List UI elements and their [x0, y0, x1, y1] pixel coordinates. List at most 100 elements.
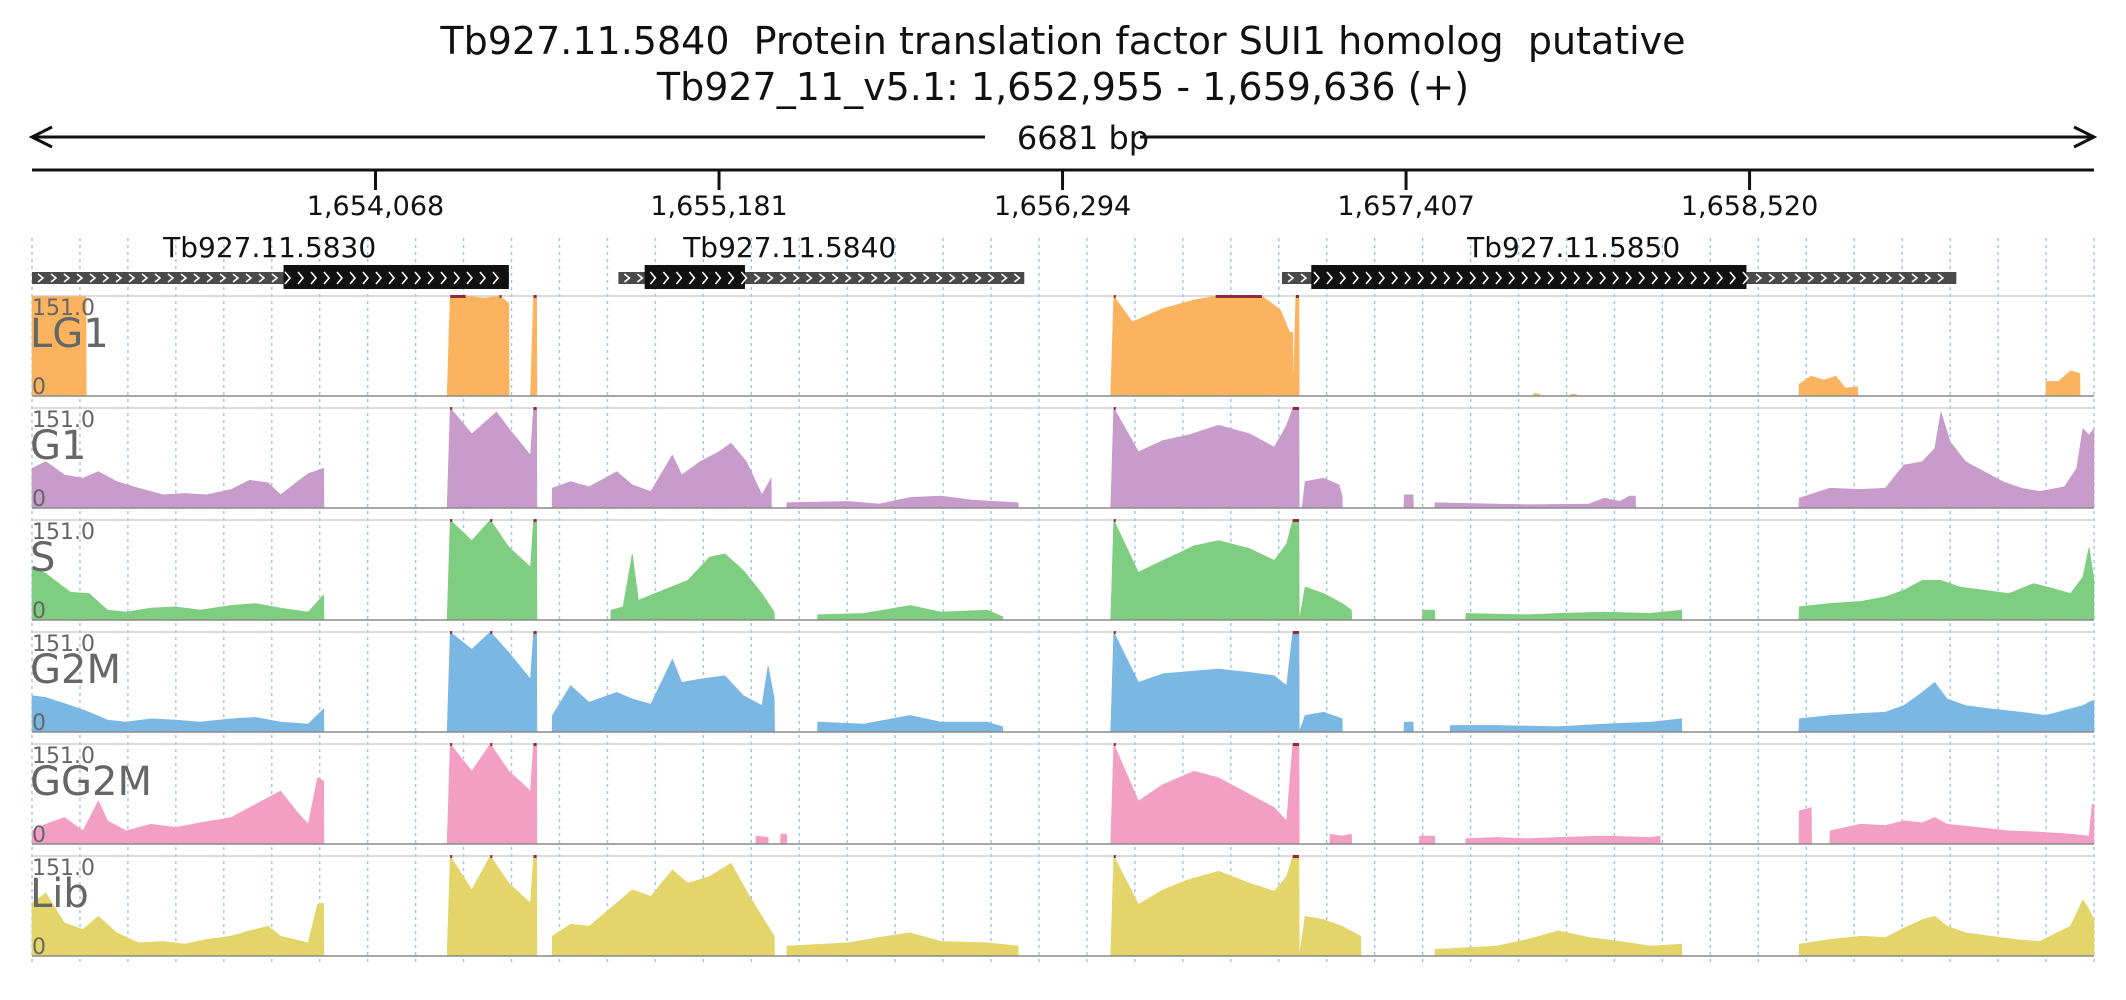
strand-chevron [1768, 273, 1776, 283]
strand-chevron [1729, 271, 1737, 285]
clipped-peak-marker [533, 855, 537, 858]
chart-title: Tb927.11.5840 Protein translation factor… [0, 18, 2126, 110]
strand-chevron [1781, 273, 1789, 283]
strand-chevron [1846, 273, 1854, 283]
track-min-label: 0 [32, 711, 46, 736]
strand-chevron [623, 273, 631, 283]
strand-chevron [1898, 273, 1906, 283]
clipped-peak-marker [450, 295, 466, 298]
clipped-peak-marker [490, 855, 493, 858]
strand-chevron [258, 273, 266, 283]
strand-chevron [922, 273, 930, 283]
strand-chevron [1638, 271, 1646, 285]
strand-chevron [961, 273, 969, 283]
track-name-label: S [30, 535, 55, 581]
coverage-area [31, 519, 2095, 621]
strand-chevron [219, 273, 227, 283]
vertical-gridlines [31, 238, 2095, 962]
clipped-peak-marker [533, 743, 537, 746]
clipped-peak-marker [1292, 631, 1299, 634]
coverage-track-s: 151.0S 0 [30, 519, 2095, 624]
strand-chevron [167, 273, 175, 283]
strand-chevron [336, 271, 344, 285]
strand-chevron [232, 273, 240, 283]
strand-chevron [1794, 273, 1802, 283]
strand-chevron [388, 271, 396, 285]
track-max-label: 151.0 [32, 744, 95, 769]
gene-cds-block [283, 265, 509, 289]
clipped-peak-marker [1113, 743, 1116, 746]
coverage-tracks: 151.0LG10151.0G10151.0S0151.0G2M0151.0GG… [30, 295, 2095, 960]
strand-chevron [1443, 271, 1451, 285]
strand-chevron [948, 273, 956, 283]
arrowhead-left [28, 125, 53, 149]
strand-chevron [1430, 271, 1438, 285]
coordinate-axis: 1,654,068 1,655,181 1,656,294 1,657,407 1,65… [32, 168, 2094, 222]
strand-chevron [779, 273, 787, 283]
strand-chevron [896, 273, 904, 283]
axis-tick-label: 1,656,294 [994, 191, 1131, 222]
strand-chevron [792, 273, 800, 283]
strand-chevron [414, 271, 422, 285]
clipped-peak-marker [1215, 295, 1262, 298]
track-name-label: GG2M [30, 759, 152, 805]
coverage-track-g1: 151.0G1 0 [30, 406, 2095, 512]
strand-chevron [688, 271, 696, 285]
strand-chevron [1651, 271, 1659, 285]
locus-title: Tb927_11_v5.1: 1,652,955 - 1,659,636 (+) [656, 65, 1470, 109]
strand-chevron [1352, 271, 1360, 285]
arrowhead-right [2073, 125, 2098, 149]
strand-chevron [1859, 273, 1867, 283]
track-name-label: Lib [30, 871, 89, 917]
strand-chevron [37, 273, 45, 283]
strand-chevron [63, 273, 71, 283]
strand-chevron [1625, 271, 1633, 285]
strand-chevron [1013, 273, 1021, 283]
strand-chevron [1391, 271, 1399, 285]
strand-chevron [206, 273, 214, 283]
strand-chevron [1586, 271, 1594, 285]
strand-chevron [1521, 271, 1529, 285]
clipped-peak-marker [450, 631, 453, 634]
strand-chevron [1313, 271, 1321, 285]
strand-chevron [128, 273, 136, 283]
clipped-peak-marker [1113, 855, 1116, 858]
track-max-label: 151.0 [32, 632, 95, 657]
track-min-label: 0 [32, 487, 46, 512]
strand-chevron [1872, 273, 1880, 283]
strand-chevron [271, 273, 279, 283]
strand-chevron [453, 271, 461, 285]
strand-chevron [349, 271, 357, 285]
strand-chevron [909, 273, 917, 283]
strand-chevron [284, 271, 292, 285]
clipped-peak-marker [1113, 631, 1116, 634]
strand-chevron [1690, 271, 1698, 285]
strand-chevron [1495, 271, 1503, 285]
strand-chevron [1716, 271, 1724, 285]
clipped-peak-marker [533, 631, 537, 634]
strand-chevron [310, 271, 318, 285]
gene-label: Tb927.11.5830 [162, 231, 376, 264]
clipped-peak-marker [1113, 295, 1116, 298]
coverage-area [31, 295, 2094, 397]
axis-tick-label: 1,655,181 [650, 191, 787, 222]
axis-tick-label: 1,654,068 [307, 191, 444, 222]
strand-chevron [297, 271, 305, 285]
strand-chevron [1300, 273, 1308, 283]
strand-chevron [1339, 271, 1347, 285]
strand-chevron [76, 273, 84, 283]
gene-label: Tb927.11.5840 [682, 231, 896, 264]
axis-tick-label: 1,657,407 [1337, 191, 1474, 222]
strand-chevron [427, 271, 435, 285]
strand-chevron [102, 273, 110, 283]
strand-chevron [154, 273, 162, 283]
strand-chevron [1287, 273, 1295, 283]
clipped-peak-marker [490, 743, 493, 746]
strand-chevron [1807, 273, 1815, 283]
track-max-label: 151.0 [32, 296, 95, 321]
clipped-peak-marker [490, 519, 493, 522]
